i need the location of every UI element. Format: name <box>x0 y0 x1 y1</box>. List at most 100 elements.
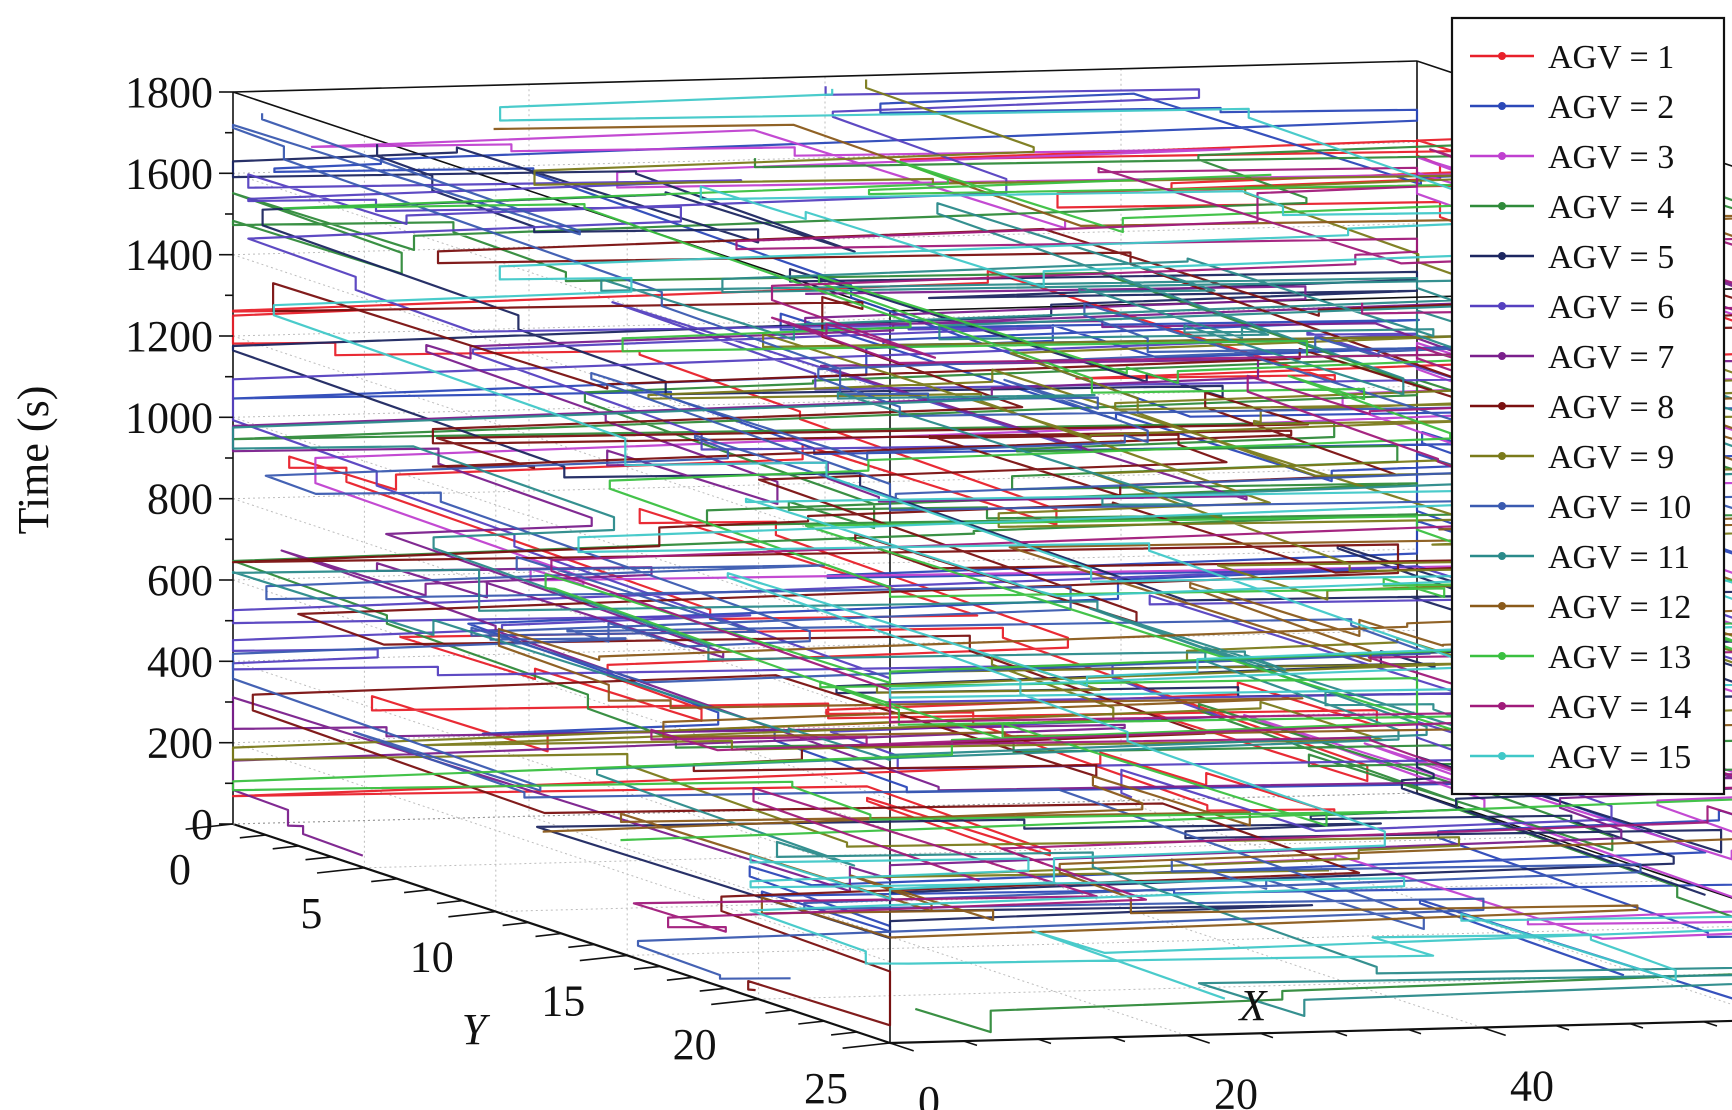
y-tick <box>305 856 332 861</box>
x-axis-title: X <box>1238 981 1269 1030</box>
y-tick-label: 10 <box>410 933 454 982</box>
legend-label: AGV = 1 <box>1548 39 1674 76</box>
legend-label: AGV = 2 <box>1548 89 1674 126</box>
legend-label: AGV = 4 <box>1548 189 1674 226</box>
z-tick-label: 1400 <box>125 231 213 280</box>
grid-line <box>889 1020 1732 1044</box>
y-axis-title: Y <box>462 1005 491 1054</box>
legend-marker <box>1498 702 1506 710</box>
z-tick-label: 200 <box>147 719 213 768</box>
x-tick-label: 20 <box>1214 1069 1258 1110</box>
x-tick-label: 40 <box>1510 1062 1554 1110</box>
series-line <box>231 119 1732 842</box>
legend-marker <box>1498 602 1506 610</box>
y-tick <box>579 954 628 962</box>
x-tick-label: 0 <box>918 1077 940 1110</box>
x-tick <box>1037 1038 1052 1045</box>
z-tick-label: 1600 <box>125 149 213 198</box>
z-tick-label: 1000 <box>125 393 213 442</box>
axis-line <box>232 60 1418 93</box>
y-tick <box>765 1009 792 1014</box>
y-tick <box>404 888 431 894</box>
y-tick <box>448 910 496 918</box>
legend-label: AGV = 8 <box>1548 389 1674 426</box>
grid-line <box>232 498 891 719</box>
legend-label: AGV = 6 <box>1548 289 1674 326</box>
y-tick <box>185 823 234 830</box>
series-line <box>272 88 1732 1000</box>
legend-label: AGV = 14 <box>1548 689 1691 726</box>
x-tick <box>1407 1028 1422 1035</box>
legend-marker <box>1498 152 1506 160</box>
y-tick-label: 5 <box>300 889 322 938</box>
legend-marker <box>1498 102 1506 110</box>
y-tick-label: 15 <box>541 976 585 1025</box>
y-tick-label: 0 <box>169 845 191 894</box>
z-tick-label: 1200 <box>125 312 213 361</box>
y-tick <box>316 867 365 874</box>
legend: AGV = 1 AGV = 2 AGV = 3 AGV = 4 AGV = 5 AGV =… <box>1450 16 1726 796</box>
tick-layer: 0200400600800100012001400160018000510152… <box>125 68 1718 1110</box>
legend-label: AGV = 7 <box>1548 339 1674 376</box>
x-tick <box>1555 1024 1570 1031</box>
x-tick <box>1185 1034 1210 1044</box>
z-axis-title: Time (s) <box>9 386 58 535</box>
legend-marker <box>1498 252 1506 260</box>
legend-marker <box>1498 752 1506 760</box>
grid-line <box>232 742 891 963</box>
y-tick-label: 25 <box>804 1064 848 1110</box>
series-line <box>231 202 1732 1017</box>
y-tick <box>272 845 299 850</box>
y-tick <box>371 878 398 883</box>
legend-label: AGV = 9 <box>1548 439 1674 476</box>
grid-line <box>232 660 891 881</box>
y-tick <box>239 834 266 839</box>
z-tick-label: 0 <box>191 800 213 849</box>
legend-marker <box>1498 52 1506 60</box>
x-tick <box>963 1040 978 1047</box>
y-tick <box>436 899 464 905</box>
x-tick <box>1111 1036 1126 1043</box>
legend-label: AGV = 10 <box>1548 489 1691 526</box>
legend-marker <box>1498 302 1506 310</box>
axis-line <box>232 91 891 312</box>
y-tick-label: 20 <box>673 1020 717 1069</box>
x-tick <box>1703 1020 1718 1027</box>
x-axis-line <box>889 1019 1732 1045</box>
legend-marker <box>1498 552 1506 560</box>
y-tick <box>842 1042 891 1049</box>
y-tick <box>798 1020 825 1025</box>
y-tick <box>535 932 562 938</box>
y-tick <box>502 921 529 927</box>
grid-line <box>528 815 1187 1036</box>
legend-label: AGV = 15 <box>1548 739 1691 776</box>
z-tick-label: 600 <box>147 556 213 605</box>
grid-line <box>232 335 891 556</box>
y-tick <box>711 998 759 1006</box>
x-tick <box>1629 1022 1644 1029</box>
legend-label: AGV = 5 <box>1548 239 1674 276</box>
legend-label: AGV = 3 <box>1548 139 1674 176</box>
y-tick <box>831 1031 858 1036</box>
x-tick <box>1333 1030 1348 1037</box>
legend-label: AGV = 13 <box>1548 639 1691 676</box>
x-tick <box>1259 1032 1274 1039</box>
legend-marker <box>1498 202 1506 210</box>
y-tick <box>568 943 595 949</box>
series-line <box>231 92 1732 1000</box>
legend-label: AGV = 11 <box>1548 539 1690 576</box>
legend-marker <box>1498 352 1506 360</box>
z-tick-label: 400 <box>147 637 213 686</box>
y-tick <box>699 987 726 992</box>
grid-line <box>232 579 891 800</box>
x-tick <box>1481 1026 1506 1037</box>
legend-marker <box>1498 402 1506 410</box>
grid-line <box>232 172 891 393</box>
z-tick-label: 1800 <box>125 68 213 117</box>
grid-line <box>232 254 891 475</box>
legend-marker <box>1498 452 1506 460</box>
series-line <box>231 227 1732 1027</box>
x-tick <box>889 1042 914 1052</box>
legend-marker <box>1498 502 1506 510</box>
